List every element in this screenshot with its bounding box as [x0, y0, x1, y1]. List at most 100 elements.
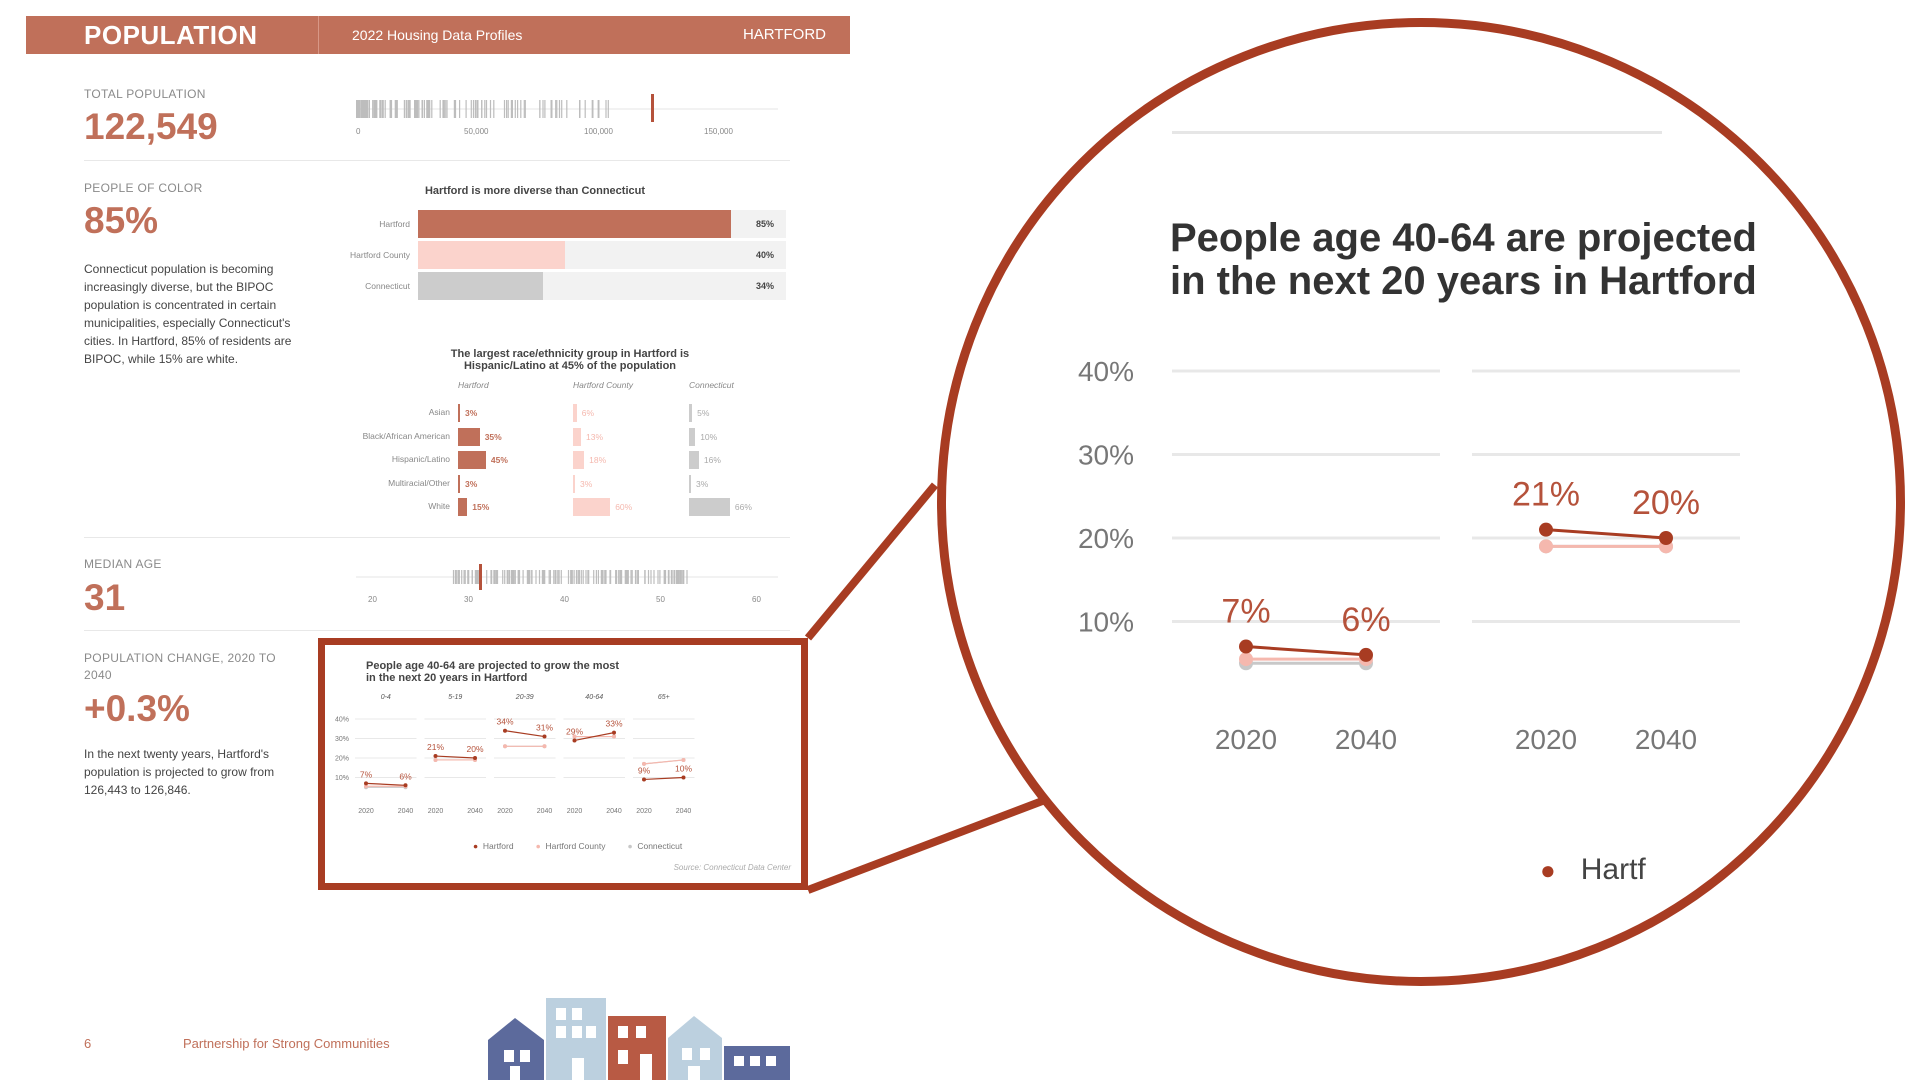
town-tick — [381, 100, 383, 118]
diversity-value: 34% — [756, 281, 775, 291]
town-tick — [485, 100, 488, 118]
zoom-magnifier: People age 40-64 are projected in the ne… — [937, 18, 1905, 986]
town-tick — [394, 100, 396, 118]
facet-label: 20-39 — [515, 694, 534, 701]
town-tick — [575, 570, 578, 584]
race-bar-county — [573, 427, 582, 446]
data-label: 6% — [399, 771, 412, 781]
town-tick — [607, 100, 609, 118]
town-tick — [676, 570, 678, 584]
town-tick — [553, 570, 555, 584]
x-tick-label: 2020 — [636, 808, 652, 815]
town-tick — [486, 570, 488, 584]
pop-axis-2: 100,000 — [584, 127, 613, 136]
town-tick — [627, 570, 629, 584]
data-label: 9% — [638, 765, 651, 775]
town-tick — [458, 570, 460, 584]
race-title-line: The largest race/ethnicity group in Hart… — [450, 348, 690, 360]
race-category-label: Black/African American — [362, 430, 450, 441]
town-tick — [474, 570, 476, 584]
diversity-chart: Hartford 85% Hartford County 40% Connect… — [340, 208, 790, 308]
data-point — [1659, 531, 1673, 545]
town-tick — [363, 100, 365, 118]
town-tick — [523, 100, 525, 118]
town-tick — [549, 570, 551, 584]
town-tick — [390, 100, 393, 118]
town-tick — [360, 100, 362, 118]
age-axis-3: 50 — [656, 595, 665, 604]
town-tick — [403, 100, 405, 118]
data-point — [642, 761, 646, 766]
town-tick — [423, 100, 425, 118]
town-tick — [364, 100, 367, 118]
town-tick — [472, 100, 475, 118]
town-tick — [529, 570, 531, 584]
race-bar-county — [573, 404, 577, 422]
race-bar-hartford — [458, 404, 460, 422]
data-point — [503, 744, 507, 749]
town-tick — [415, 100, 417, 118]
diversity-bar-hartford — [418, 210, 731, 238]
town-tick — [439, 100, 441, 118]
town-tick — [637, 570, 639, 584]
town-tick — [597, 570, 599, 584]
race-chart: Hartford Hartford County Connecticut Asi… — [340, 380, 790, 520]
town-tick — [364, 100, 366, 118]
pop-axis-1: 50,000 — [464, 127, 489, 136]
town-tick — [604, 570, 607, 584]
diversity-bar-connecticut — [418, 272, 543, 300]
town-tick — [464, 570, 466, 584]
town-tick — [539, 100, 541, 118]
x-tick-label: 2020 — [428, 808, 444, 815]
diversity-bar-county — [418, 241, 565, 269]
x-tick-label: 2040 — [467, 808, 483, 815]
town-tick — [494, 570, 496, 584]
race-col-header: Connecticut — [689, 380, 734, 390]
footer-organization: Partnership for Strong Communities — [183, 1036, 390, 1051]
x-tick-label: 2020 — [1215, 724, 1277, 755]
town-tick — [531, 570, 533, 584]
town-tick — [417, 100, 419, 118]
town-tick — [558, 570, 560, 584]
data-label: 31% — [536, 723, 553, 733]
town-tick — [526, 570, 528, 584]
town-tick — [558, 100, 561, 118]
data-label: 7% — [360, 769, 373, 779]
series-line — [643, 759, 684, 765]
race-value: 66% — [734, 502, 752, 512]
age-axis-2: 40 — [560, 595, 569, 604]
town-tick — [683, 570, 685, 584]
race-category-label: Asian — [428, 407, 450, 417]
x-tick-label: 2040 — [398, 808, 414, 815]
town-tick — [541, 570, 543, 584]
town-tick — [365, 100, 368, 118]
town-tick — [555, 100, 557, 118]
race-chart-title: The largest race/ethnicity group in Hart… — [420, 348, 720, 372]
town-tick — [538, 570, 541, 584]
race-bar-hartford — [458, 427, 480, 446]
town-tick — [362, 100, 364, 118]
town-tick — [395, 100, 397, 118]
data-point — [681, 775, 686, 780]
town-tick — [427, 100, 430, 118]
town-tick — [406, 100, 408, 118]
town-tick — [593, 570, 595, 584]
y-tick-label: 10% — [335, 775, 349, 782]
legend-item: ● Hartford — [473, 841, 514, 851]
town-tick — [609, 570, 611, 584]
series-line — [504, 730, 545, 738]
data-point — [1239, 639, 1253, 654]
data-point — [612, 730, 616, 735]
town-tick — [631, 570, 633, 584]
legend-dot-connecticut: ● — [627, 841, 633, 851]
town-tick — [517, 570, 519, 584]
race-value: 5% — [697, 408, 710, 418]
town-tick — [511, 100, 513, 118]
town-tick — [496, 570, 498, 584]
town-tick — [543, 570, 545, 584]
population-change-description: In the next twenty years, Hartford's pop… — [84, 747, 275, 797]
town-tick — [367, 100, 369, 118]
people-of-color-value: 85% — [84, 200, 159, 241]
town-tick — [470, 100, 472, 118]
town-tick — [528, 570, 530, 584]
